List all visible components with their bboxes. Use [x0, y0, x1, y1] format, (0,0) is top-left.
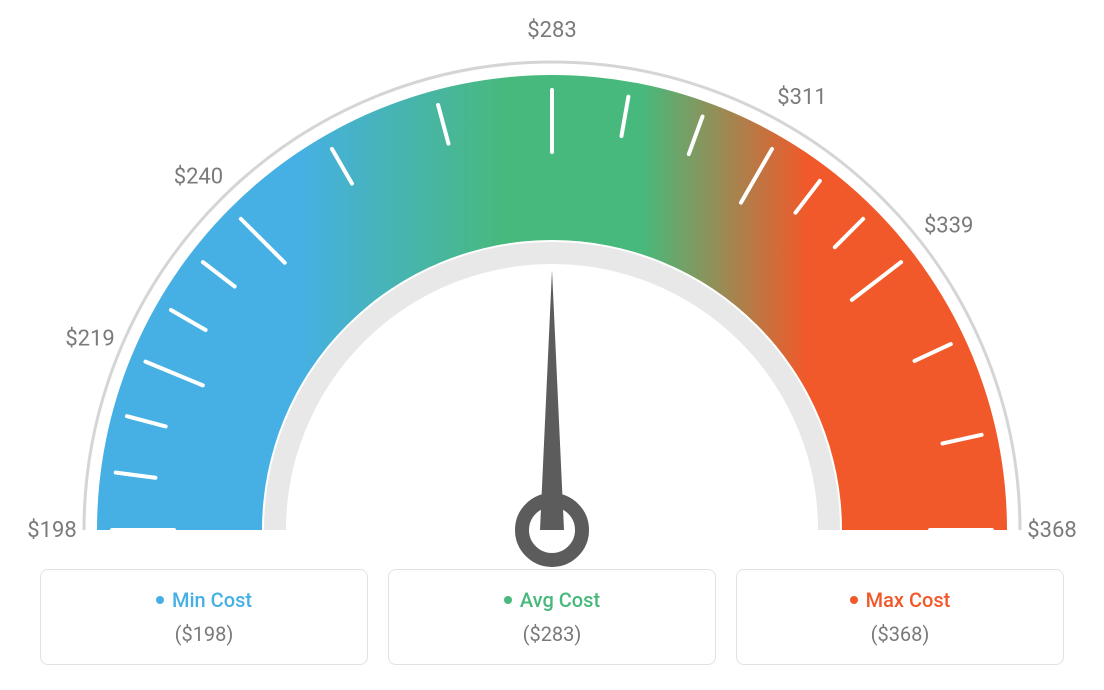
gauge-tick-label: $368	[1027, 518, 1076, 543]
gauge-tick-label: $311	[777, 85, 826, 110]
legend-min-label-text: Min Cost	[172, 588, 252, 612]
gauge-tick-label: $198	[27, 518, 76, 543]
gauge-tick-label: $240	[174, 164, 223, 189]
legend-avg-label: Avg Cost	[504, 588, 600, 612]
legend-max-label-text: Max Cost	[866, 588, 951, 612]
gauge-tick-label: $339	[924, 214, 973, 239]
legend-avg-label-text: Avg Cost	[520, 588, 600, 612]
legend-card-min: Min Cost ($198)	[40, 569, 368, 665]
legend-avg-value: ($283)	[399, 622, 705, 646]
gauge-tick-label: $283	[527, 18, 576, 43]
gauge-svg: $198 $219 $240 $283 $311 $339 $368	[0, 10, 1104, 570]
legend-max-value: ($368)	[747, 622, 1053, 646]
gauge-needle	[540, 270, 564, 530]
legend-card-max: Max Cost ($368)	[736, 569, 1064, 665]
legend-max-label: Max Cost	[850, 588, 951, 612]
legend-row: Min Cost ($198) Avg Cost ($283) Max Cost…	[0, 569, 1104, 665]
legend-min-label: Min Cost	[156, 588, 252, 612]
gauge-tick-label: $219	[65, 327, 114, 352]
gauge-chart: $198 $219 $240 $283 $311 $339 $368	[0, 10, 1104, 560]
legend-card-avg: Avg Cost ($283)	[388, 569, 716, 665]
legend-min-value: ($198)	[51, 622, 357, 646]
